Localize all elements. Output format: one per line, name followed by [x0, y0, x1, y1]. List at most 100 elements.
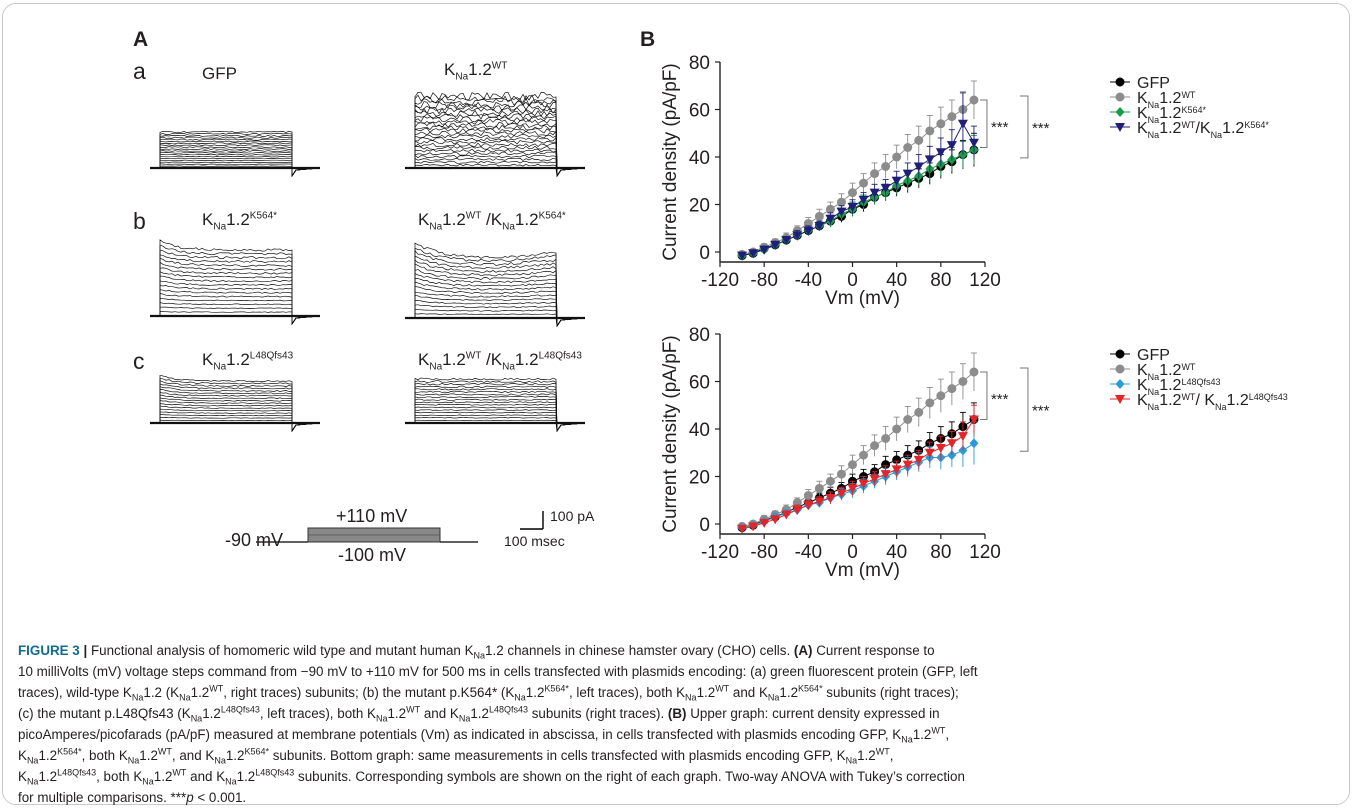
- current-trace: [405, 398, 585, 433]
- x-tick-label: -80: [750, 270, 777, 291]
- current-trace: [150, 161, 320, 178]
- series-line: [741, 99, 975, 255]
- x-tick-label: 80: [930, 270, 951, 291]
- legend-label: KNa1.2WT: [1137, 362, 1196, 382]
- y-tick-label: 80: [689, 325, 710, 346]
- title-b-left: KNa1.2K564*: [202, 210, 278, 233]
- current-trace: [405, 154, 585, 178]
- data-point: [947, 112, 957, 122]
- data-point: [869, 188, 880, 198]
- series-3: [737, 404, 979, 534]
- current-trace: [405, 278, 585, 328]
- data-point: [814, 483, 824, 493]
- data-point: [803, 226, 814, 236]
- current-trace: [150, 244, 320, 326]
- current-trace: [150, 155, 320, 178]
- current-trace: [405, 115, 585, 178]
- data-point: [825, 204, 835, 214]
- data-point: [947, 384, 957, 394]
- legend-label: KNa1.2K564*: [1137, 105, 1206, 125]
- data-point: [770, 515, 781, 525]
- protocol-bottom: -100 mV: [338, 545, 407, 565]
- current-trace: [405, 242, 585, 328]
- y-tick-label: 40: [689, 420, 710, 441]
- data-point: [847, 484, 858, 494]
- current-trace: [150, 144, 320, 178]
- data-point: [748, 249, 759, 259]
- data-point: [870, 441, 880, 451]
- title-c-right: KNa1.2WT /KNa1.2L48Qfs43: [418, 350, 582, 373]
- data-point: [859, 450, 869, 460]
- data-point: [881, 434, 891, 443]
- current-trace: [150, 138, 320, 178]
- legend-label: KNa1.2WT/KNa1.2K564*: [1137, 120, 1269, 140]
- data-point: [946, 141, 957, 151]
- data-point: [781, 510, 792, 520]
- y-tick-label: 20: [689, 468, 710, 489]
- current-trace: [150, 386, 320, 433]
- current-trace: [405, 419, 585, 433]
- current-trace: [150, 249, 320, 326]
- protocol-hold: -90 mV: [225, 530, 284, 550]
- current-trace: [405, 285, 585, 328]
- x-tick-label: -120: [701, 542, 739, 563]
- trace-wt-k564: [405, 242, 585, 328]
- current-trace: [405, 377, 585, 433]
- data-point: [903, 415, 913, 424]
- data-point: [847, 202, 858, 212]
- current-trace: [150, 130, 320, 178]
- current-trace: [150, 289, 320, 326]
- current-trace: [150, 254, 320, 326]
- caption-line-3: traces), wild-type KNa1.2 (KNa1.2WT, rig…: [18, 683, 959, 703]
- data-point: [869, 474, 880, 484]
- data-point: [925, 398, 935, 408]
- current-trace: [405, 145, 585, 178]
- current-trace: [405, 112, 585, 178]
- current-trace: [150, 391, 320, 433]
- data-point: [968, 415, 979, 425]
- current-trace: [405, 247, 585, 328]
- current-trace: [150, 399, 320, 433]
- legend-marker: [1115, 379, 1125, 389]
- data-point: [814, 221, 825, 231]
- current-trace: [150, 280, 320, 326]
- current-trace: [405, 393, 585, 433]
- data-point: [803, 501, 814, 510]
- trace-wt: [405, 91, 585, 178]
- current-trace: [150, 136, 320, 178]
- current-trace: [150, 292, 320, 326]
- current-trace: [150, 152, 320, 178]
- x-tick-label: 120: [969, 542, 1001, 563]
- legend-marker: [1115, 364, 1125, 374]
- trace-l48: [150, 375, 320, 433]
- x-tick-label: -80: [750, 542, 777, 563]
- data-point: [935, 444, 946, 453]
- data-point: [903, 143, 913, 152]
- legend-label: KNa1.2L48Qfs43: [1137, 377, 1220, 397]
- data-point: [825, 476, 835, 486]
- data-point: [925, 126, 935, 136]
- data-point: [770, 240, 781, 250]
- significance-label: ***: [991, 391, 1009, 408]
- current-trace: [405, 390, 585, 433]
- data-point: [891, 176, 902, 186]
- current-trace: [405, 142, 585, 178]
- series-line: [741, 419, 975, 530]
- current-trace: [150, 306, 320, 326]
- current-trace: [150, 408, 320, 433]
- protocol-diagram: [256, 511, 544, 543]
- current-trace: [150, 275, 320, 326]
- caption-line-6: KNa1.2K564*, both KNa1.2WT, and KNa1.2K5…: [18, 746, 894, 766]
- data-point: [748, 522, 759, 532]
- iv-chart-upper: 0 20 40 60 80 -120 -80 -40 0 40 80 120 Vm (mV) Curren…: [660, 53, 1269, 308]
- data-point: [737, 524, 748, 534]
- current-trace: [150, 411, 320, 433]
- y-tick-label: 60: [689, 373, 710, 394]
- data-point: [924, 155, 935, 165]
- y-axis-label: Current density (pA/pF): [660, 63, 681, 260]
- data-point: [814, 211, 824, 221]
- current-trace: [150, 271, 320, 326]
- data-point: [969, 438, 979, 449]
- current-trace: [150, 419, 320, 433]
- x-tick-label: -40: [795, 542, 822, 563]
